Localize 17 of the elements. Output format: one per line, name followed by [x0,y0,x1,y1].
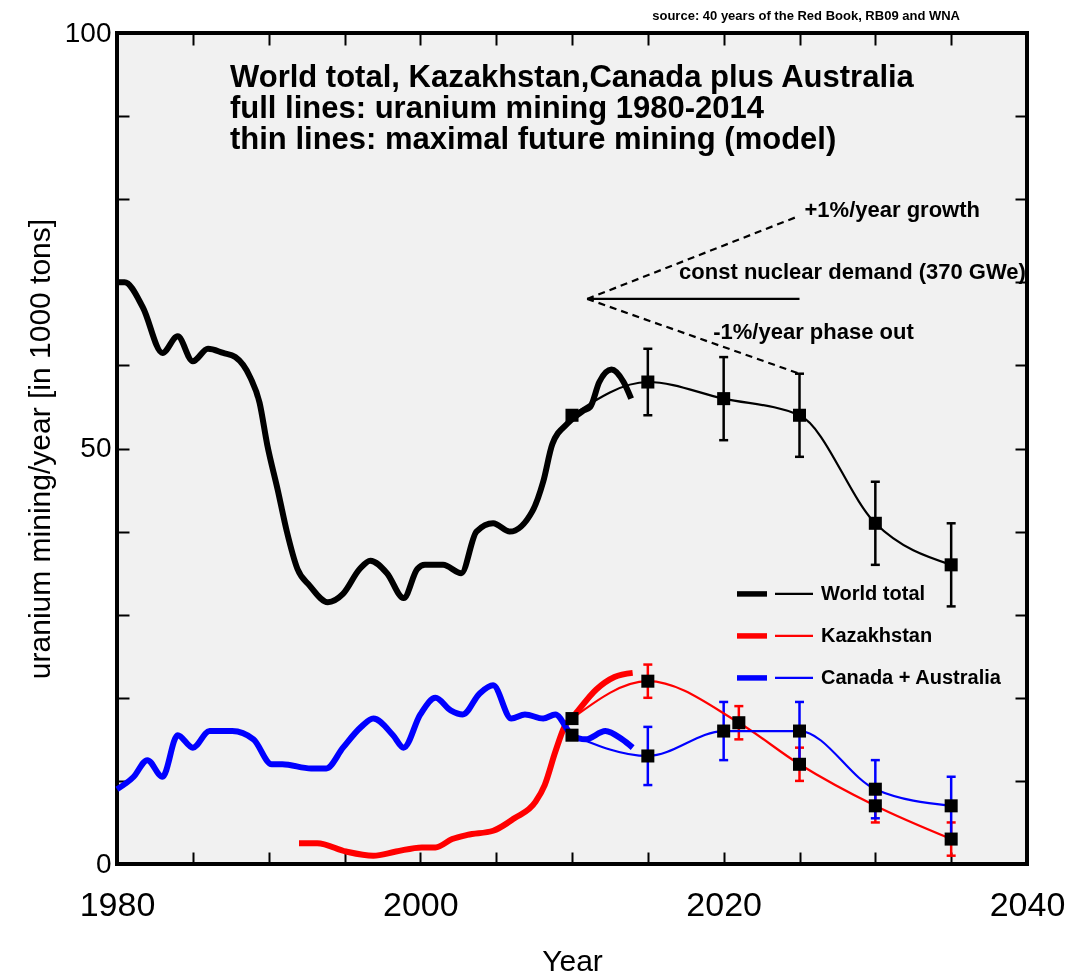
x-tick-label: 2040 [989,884,1065,923]
source-note: source: 40 years of the Red Book, RB09 and WNA [652,8,961,23]
y-tick-label: 0 [95,847,112,879]
x-tick-label: 2000 [383,884,459,923]
x-axis-title: Year [542,943,603,974]
series-label: -1%/year phase out [713,318,915,344]
legend-label: Kazakhstan [821,623,933,646]
legend-label: World total [821,581,926,604]
y-tick-label: 100 [64,16,112,48]
x-tick-label: 1980 [79,884,156,923]
x-tick-label: 2020 [686,884,762,923]
series-label: const nuclear demand (370 GWe) [679,258,1026,284]
legend-label: Canada + Australia [821,665,1002,688]
text: World total, Kazakhstan,Canada plus Australia [230,59,915,94]
y-tick-label: 50 [80,432,112,463]
series-label: +1%/year growth [804,196,980,222]
y-axis-title: uranium mining/year [in 1000 tons] [22,218,56,680]
